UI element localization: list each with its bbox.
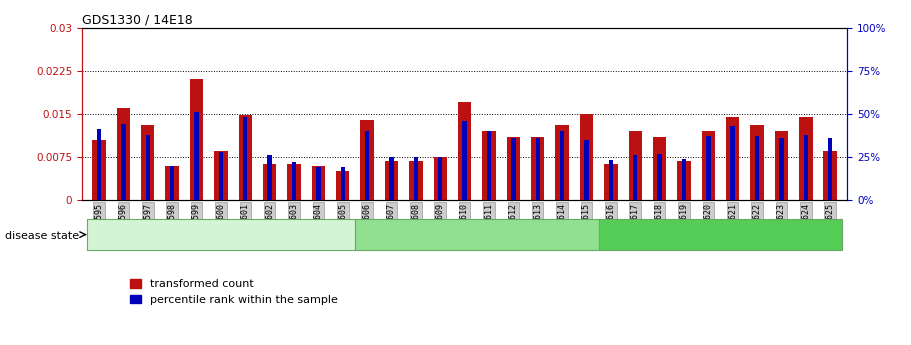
Text: ulcerative colitis: ulcerative colitis (675, 230, 766, 239)
FancyBboxPatch shape (599, 219, 843, 250)
Bar (243, 117, 248, 200)
Bar (507, 137, 520, 200)
Text: disease state: disease state (5, 231, 78, 241)
Bar (263, 165, 276, 200)
Legend: transformed count, percentile rank within the sample: transformed count, percentile rank withi… (126, 275, 343, 309)
Bar (579, 114, 593, 200)
Bar (214, 151, 228, 200)
Bar (146, 135, 150, 200)
Bar (336, 171, 350, 200)
Bar (389, 157, 394, 200)
Bar (486, 131, 491, 200)
Bar (384, 161, 398, 200)
Bar (824, 151, 837, 200)
Bar (751, 125, 763, 200)
Bar (755, 136, 759, 200)
Bar (560, 131, 564, 200)
Bar (97, 129, 101, 200)
Bar (121, 124, 126, 200)
Bar (531, 137, 545, 200)
Bar (779, 138, 783, 200)
Bar (268, 155, 271, 200)
Bar (556, 125, 568, 200)
Bar (482, 131, 496, 200)
Bar (536, 138, 540, 200)
Bar (166, 166, 179, 200)
Bar (117, 108, 130, 200)
Text: normal: normal (201, 230, 241, 239)
Text: GDS1330 / 14E18: GDS1330 / 14E18 (82, 14, 193, 27)
Bar (584, 140, 589, 200)
Bar (701, 131, 715, 200)
Bar (653, 137, 666, 200)
Bar (774, 131, 788, 200)
Bar (799, 117, 813, 200)
Bar (604, 165, 618, 200)
Bar (361, 120, 374, 200)
Bar (341, 167, 345, 200)
Bar (219, 152, 223, 200)
FancyBboxPatch shape (355, 219, 599, 250)
Bar (726, 117, 740, 200)
Bar (658, 154, 661, 200)
Bar (706, 136, 711, 200)
Bar (141, 125, 155, 200)
Bar (511, 138, 516, 200)
Bar (414, 157, 418, 200)
Bar (629, 131, 642, 200)
Bar (731, 126, 735, 200)
Bar (194, 112, 199, 200)
Bar (239, 115, 252, 200)
Bar (828, 138, 833, 200)
Bar (312, 166, 325, 200)
Bar (633, 155, 638, 200)
Text: Crohn disease: Crohn disease (437, 230, 517, 239)
Bar (677, 161, 691, 200)
Bar (316, 167, 321, 200)
FancyBboxPatch shape (87, 219, 355, 250)
Bar (409, 161, 423, 200)
Bar (92, 140, 106, 200)
Bar (463, 121, 466, 200)
Bar (434, 157, 447, 200)
Bar (292, 162, 296, 200)
Bar (189, 79, 203, 200)
Bar (170, 166, 174, 200)
Bar (365, 131, 369, 200)
Bar (804, 135, 808, 200)
Bar (681, 159, 686, 200)
Bar (287, 165, 301, 200)
Bar (438, 157, 443, 200)
Bar (458, 102, 471, 200)
Bar (609, 160, 613, 200)
